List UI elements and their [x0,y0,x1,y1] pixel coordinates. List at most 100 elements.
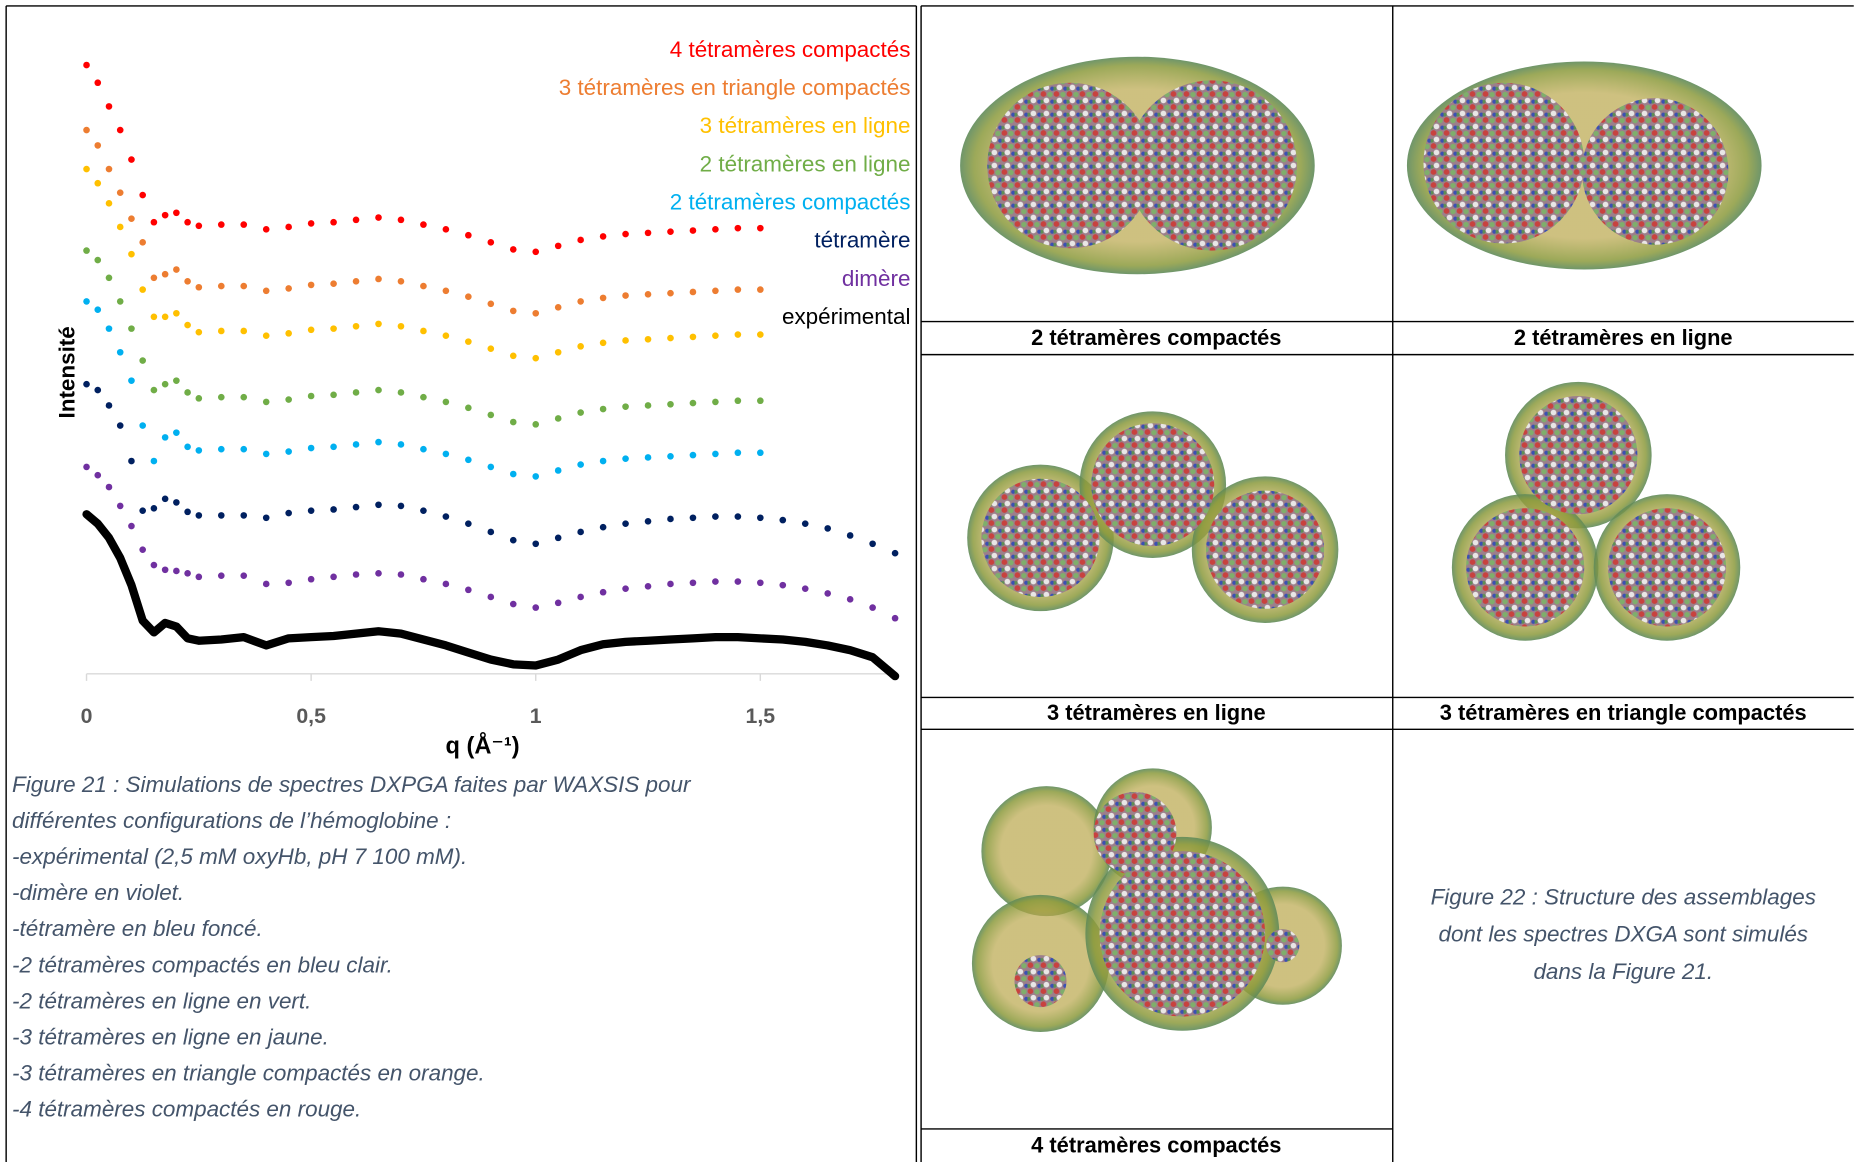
data-point [240,572,248,579]
data-point [150,504,158,512]
data-point [116,223,124,231]
data-point [105,483,113,491]
data-point [577,409,584,416]
data-point [757,449,764,457]
data-point [128,250,135,258]
data-point [352,322,360,330]
x-tick-label: 0 [81,704,93,728]
data-point [195,395,203,402]
data-point [869,604,876,611]
data-point [139,191,146,199]
data-point [554,534,562,542]
data-point [712,578,719,585]
data-point [644,402,652,409]
data-point [94,306,102,314]
data-point [509,307,517,315]
data-point [667,452,674,460]
data-point [139,286,146,293]
data-point [465,520,472,527]
data-point [442,513,450,520]
data-point [240,282,248,290]
data-point [184,321,191,329]
data-point [689,451,697,459]
data-point [116,502,124,510]
data-point [184,508,191,516]
data-point [173,209,180,217]
data-point [644,335,652,343]
data-point [217,572,225,579]
data-point [161,211,169,219]
x-tick-label: 1 [530,704,542,728]
data-point [757,514,764,522]
data-point [139,357,146,364]
data-point [712,450,719,458]
structure-images [960,56,1762,1032]
data-point [442,398,450,406]
data-point [734,578,742,585]
data-point [116,126,124,134]
data-point [487,593,495,601]
data-point [465,338,472,345]
data-point [307,575,315,583]
data-point [397,278,405,285]
data-point [757,224,764,232]
structure-image [971,768,1342,1032]
data-point [442,226,450,233]
data-point [105,200,113,207]
data-point [532,309,540,317]
data-point [599,294,607,302]
data-point [509,470,517,478]
data-point [667,400,674,408]
data-point [161,380,169,388]
data-point [352,503,360,511]
x-axis-label: q (Å⁻¹) [445,731,519,759]
data-point [139,546,146,553]
data-point [184,389,191,396]
data-point [397,571,405,578]
data-point [442,287,450,295]
figure-22-caption: Figure 22 : Structure des assemblages don… [1431,884,1816,983]
data-point [532,421,540,428]
data-point [891,614,899,622]
data-point [307,392,315,400]
data-point [667,334,674,342]
data-point [599,405,607,413]
data-point [554,415,562,422]
caption-line: -tétramère en bleu foncé. [12,916,263,941]
data-point [330,506,337,513]
data-point [622,585,629,592]
data-point [420,507,427,514]
data-point [779,581,787,589]
data-point [173,499,180,506]
data-point [83,463,90,471]
data-point [420,221,427,228]
data-point [644,291,652,298]
data-point [307,507,315,514]
data-point [465,404,472,412]
data-point [240,445,248,453]
data-point [442,332,450,340]
caption-line: -2 tétramères en ligne en vert. [12,988,311,1013]
data-point [779,516,787,524]
data-point [397,322,405,330]
caption-line: -3 tétramères en triangle compactés en o… [12,1060,485,1085]
data-point [689,333,697,341]
caption-line: Figure 21 : Simulations de spectres DXPG… [12,772,692,797]
data-point [285,330,292,337]
legend-entry: 3 tétramères en ligne [700,113,911,138]
data-point [240,512,248,519]
data-point [83,298,90,305]
data-point [689,514,697,522]
data-point [734,286,742,293]
data-point [599,457,607,465]
legend-entry: 3 tétramères en triangle compactés [559,75,911,100]
data-point [509,418,517,426]
data-point [622,403,629,410]
data-point [891,549,899,557]
data-point [161,270,169,278]
frames [5,5,1854,1162]
data-point [869,540,876,548]
cell-caption: 2 tétramères en ligne [1514,325,1733,350]
data-point [375,501,382,509]
